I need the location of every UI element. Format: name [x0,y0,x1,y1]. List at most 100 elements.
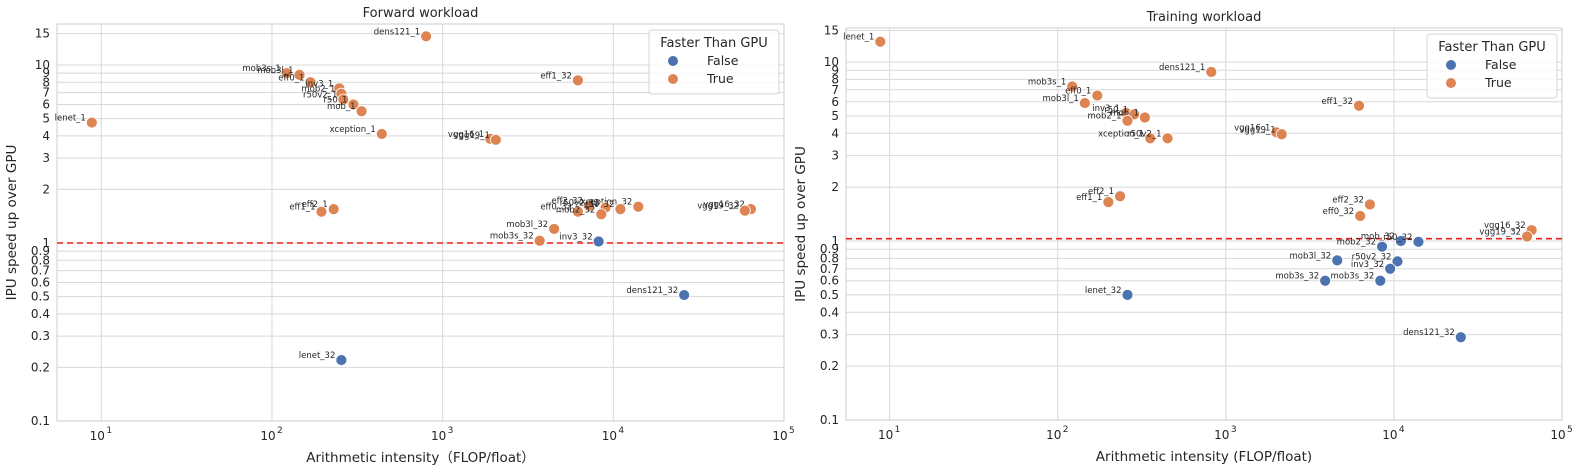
x-tick-exponent: 2 [277,426,283,436]
data-point [1354,210,1367,222]
point-label: vgg16_1 [448,130,484,140]
point-label: mob3l_1 [1043,94,1079,104]
point-label: eff0_1 [278,73,304,83]
data-point [1078,97,1091,109]
data-point [293,68,306,81]
point-label: eff2_32 [1332,196,1364,206]
y-tick-label: 0.4 [31,307,50,321]
legend-entry: True [1484,75,1512,90]
x-tick-exponent: 3 [1231,425,1237,435]
data-point [280,67,293,80]
y-tick-label: 0.5 [820,288,839,302]
data-point [375,128,388,140]
data-point [1454,331,1467,344]
legend-entry: True [706,71,734,86]
point-label: r50v2_1 [1127,129,1161,139]
data-point [583,199,595,212]
y-axis-label: IPU speed up over GPU [793,146,809,302]
point-label: r50_32 [585,200,614,210]
point-label: mob3s_32 [1331,272,1375,282]
y-tick-label: 0.8 [31,253,50,267]
point-label: r50v2_32 [560,199,600,209]
data-point [1102,196,1115,209]
x-axis-label: Arithmetic intensity（FLOP/float） [306,450,535,466]
x-tick-label: 10 [1046,428,1061,442]
x-tick-exponent: 5 [1567,425,1573,435]
point-label: mob3s_32 [1275,272,1319,282]
y-tick-label: 4 [42,129,50,143]
point-label: vgg19_32 [697,202,739,212]
point-label: eff2_32 [551,197,583,207]
data-point [1384,262,1397,275]
data-point [1144,132,1157,145]
data-point [1391,255,1404,268]
point-label: eff1_32 [540,71,572,81]
y-tick-label: 0.3 [31,329,50,343]
point-label: mob3s_1 [1028,78,1066,88]
x-tick-label: 10 [602,429,617,443]
legend: Faster Than GPU False True [1426,33,1558,99]
y-tick-label: 0.2 [31,360,50,374]
chart-title: Forward workload [363,6,479,21]
data-point [632,200,645,213]
legend-title: Faster Than GPU [660,36,768,51]
data-point [678,289,691,301]
data-point [1319,274,1332,287]
point-label: r50_1 [1104,105,1128,115]
y-tick-label: 0.9 [820,242,839,256]
x-axis-label: Arithmetic intensity (FLOP/float) [1096,449,1312,465]
y-tick-label: 15 [35,27,50,41]
x-tick-label: 10 [1214,428,1229,442]
data-point [548,223,561,235]
data-point [1091,89,1104,102]
point-label: eff1_1 [289,203,315,213]
y-tick-label: 2 [831,180,839,194]
data-point [1394,235,1407,247]
legend-box [1426,33,1558,99]
legend-entry: False [707,53,739,68]
point-label: inv3_1 [305,79,333,89]
y-tick-label: 10 [824,55,839,69]
y-tick-label: 9 [831,63,839,77]
point-label: lenet_1 [843,33,874,43]
y-tick-label: 4 [831,126,839,140]
x-tick-exponent: 1 [106,426,112,436]
point-label: mob_1 [1110,109,1139,119]
chart-title: Training workload [1146,10,1262,25]
data-point [304,76,317,89]
point-label: r50v2_1 [303,91,337,101]
point-label: dens121_1 [1159,63,1205,73]
point-label: dens121_32 [1403,328,1455,338]
point-label: r50_32 [1383,233,1412,243]
y-tick-label: 0.8 [820,251,839,265]
y-tick-label: 7 [42,86,50,100]
series-points: dens121_1mob3s_1mob3l_1eff0_1inv3_1mob2_… [55,27,757,366]
point-label: mob2_32 [556,205,595,215]
y-tick-label: 1 [831,234,839,248]
data-point [1374,274,1387,287]
data-point [1275,128,1288,141]
point-label: xception_1 [1098,129,1144,139]
data-point [1353,99,1365,112]
legend: Faster Than GPU False True [648,29,780,95]
data-point [335,354,348,366]
x-tick-exponent: 1 [895,425,901,435]
point-label: mob_32 [1361,232,1395,242]
data-point [1066,80,1079,93]
data-point [1138,111,1151,124]
y-tick-label: 5 [831,109,839,123]
chart-panel-1: 0.10.20.30.40.50.60.70.80.91234567891015… [4,6,795,466]
point-label: mob_1 [327,102,356,112]
point-label: mob2_1 [1088,112,1122,122]
y-tick-label: 6 [42,98,50,112]
y-tick-label: 0.7 [820,262,839,276]
point-label: lenet_32 [299,351,336,361]
legend-marker [1446,78,1456,88]
point-label: eff2_1 [1088,187,1114,197]
point-label: vgg19_32 [1479,228,1521,238]
y-axis-label: IPU speed up over GPU [4,145,20,301]
point-label: dens121_1 [374,27,420,37]
y-tick-label: 0.9 [31,244,50,258]
y-tick-label: 0.7 [31,264,50,278]
